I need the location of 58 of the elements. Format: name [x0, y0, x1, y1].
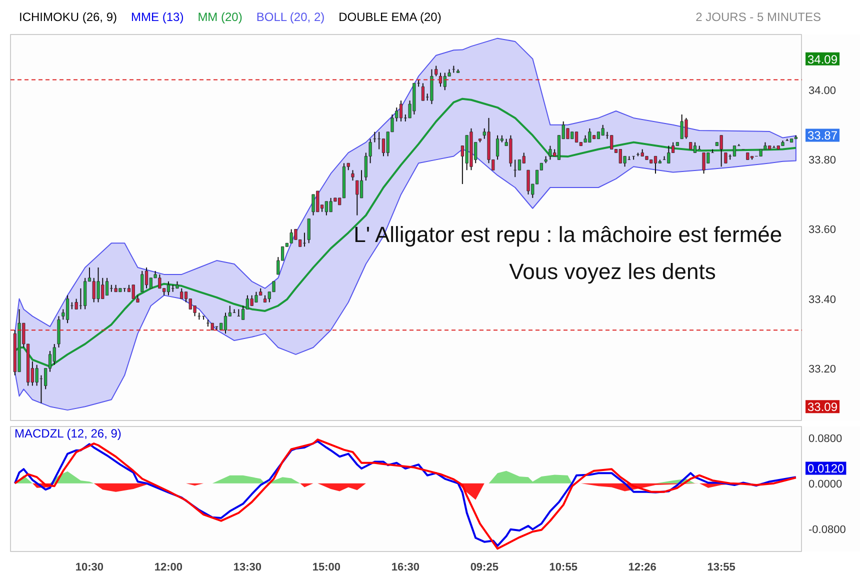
candlestick — [360, 170, 364, 198]
text: 0.0120 — [808, 462, 845, 476]
candlestick — [548, 145, 552, 160]
candlestick — [732, 146, 736, 156]
candlestick — [434, 65, 438, 77]
candlestick — [574, 131, 578, 143]
x-tick-label: 13:55 — [707, 562, 736, 574]
x-tick-label: 16:30 — [391, 562, 420, 574]
candlestick — [654, 156, 658, 174]
x-tick-label: 12:26 — [628, 562, 656, 574]
candlestick — [105, 277, 109, 296]
candlestick — [601, 124, 604, 136]
candlestick — [166, 280, 170, 296]
text: BOLL (20, 2) — [256, 10, 325, 24]
candlestick — [144, 266, 148, 289]
y-tick-label: 34.00 — [808, 85, 836, 98]
candlestick — [496, 134, 500, 160]
x-tick-label: 10:30 — [75, 562, 104, 574]
y-tick-label: 0.0000 — [808, 478, 842, 490]
text: 33.87 — [808, 128, 838, 143]
candlestick — [724, 152, 728, 164]
annotation: Vous voyez les dents — [509, 259, 716, 284]
candlestick — [356, 180, 359, 216]
candlestick — [351, 170, 354, 182]
x-tick-label: 12:00 — [154, 562, 183, 574]
candlestick — [610, 134, 614, 150]
candlestick — [518, 159, 522, 171]
x-tick-label: 10:55 — [549, 562, 578, 574]
x-tick-label: 15:00 — [312, 562, 340, 574]
y-tick-label: -0.0800 — [808, 524, 846, 536]
text: 33.09 — [808, 400, 838, 414]
candlestick — [307, 218, 310, 244]
chart-subtitle: 2 JOURS - 5 MINUTES — [696, 10, 821, 24]
y-tick-label: 33.20 — [808, 363, 836, 376]
candlestick — [74, 298, 78, 310]
candlestick — [66, 294, 70, 324]
text: 34.09 — [808, 52, 838, 66]
x-tick-label: 13:30 — [233, 562, 262, 574]
candlestick — [52, 343, 56, 366]
candlestick — [693, 142, 697, 154]
candlestick — [224, 312, 228, 334]
text: MM (20) — [198, 10, 242, 24]
text: MME (13) — [131, 10, 184, 24]
candlestick — [720, 134, 723, 168]
y-tick-label: 33.40 — [808, 294, 836, 306]
chart-title: MACDZL (12, 26, 9) — [14, 426, 122, 440]
y-tick-label: 0.0800 — [808, 432, 842, 445]
text: DOUBLE EMA (20) — [338, 10, 442, 24]
y-tick-label: 33.60 — [808, 224, 836, 236]
candlestick — [180, 288, 184, 300]
text: ICHIMOKU (26, 9) — [19, 10, 118, 24]
candlestick — [421, 82, 425, 102]
x-tick-label: 09:25 — [470, 562, 498, 574]
candlestick — [667, 145, 670, 164]
candlestick — [399, 100, 403, 122]
candlestick — [35, 364, 38, 386]
candlestick — [140, 270, 144, 292]
y-tick-label: 33.80 — [808, 154, 836, 167]
